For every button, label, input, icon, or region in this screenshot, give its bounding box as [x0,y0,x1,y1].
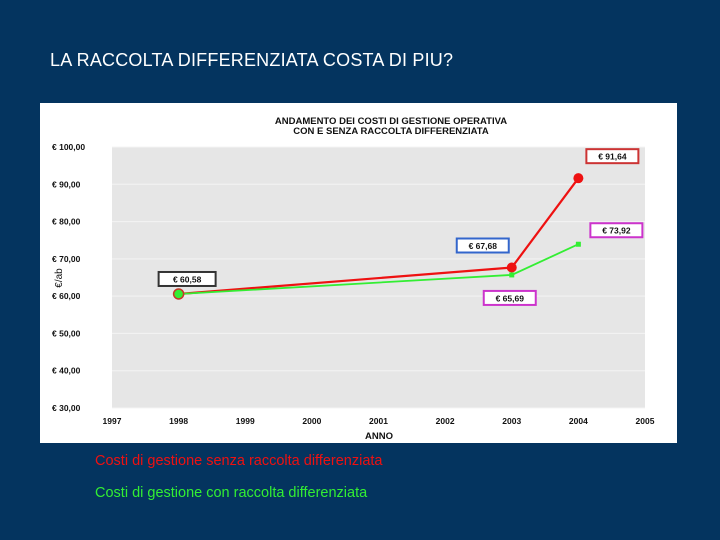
legend-con-raccolta: Costi di gestione con raccolta differenz… [95,485,368,501]
data-labels: € 60,58 € 67,68 € 91,64 € 65,69 € 73,92 [157,148,644,306]
grid-lines [112,146,645,409]
point-marker-con [575,241,581,247]
x-tick-label: 2003 [502,416,521,426]
y-tick-label: € 40,00 [52,366,81,376]
x-tick-label: 1998 [169,416,188,426]
x-tick-label: 1997 [103,416,122,426]
x-tick-label: 2000 [302,416,321,426]
data-label-box: € 73,92 [589,222,644,239]
x-tick-label: 1999 [236,416,255,426]
legend-senza-raccolta: Costi di gestione senza raccolta differe… [95,453,383,469]
point-marker-con [172,288,185,300]
data-label: € 73,92 [602,226,631,236]
x-tick-label: 2001 [369,416,388,426]
y-tick-labels: € 100,00 € 90,00 € 80,00 € 70,00 € 60,00 € 50… [52,142,85,413]
data-label-frame [157,270,217,287]
series-layer [172,173,584,300]
data-label-frame [455,237,510,254]
y-tick-label: € 70,00 [52,254,81,264]
x-tick-label: 2002 [436,416,455,426]
x-axis-label: ANNO [365,431,393,442]
x-tick-label: 2004 [569,416,588,426]
y-axis-label: €/ab [54,268,65,288]
point-marker-senza [506,262,517,273]
y-tick-label: € 80,00 [52,217,81,227]
y-tick-label: € 90,00 [52,179,81,189]
slide-title: LA RACCOLTA DIFFERENZIATA COSTA DI PIU? [50,50,454,70]
data-label: € 60,58 [173,274,202,284]
data-label-frame [585,148,640,165]
y-tick-label: € 30,00 [52,403,81,413]
data-label-box: € 65,69 [482,289,537,306]
data-label-frame [482,289,537,306]
y-tick-label: € 100,00 [52,142,85,152]
chart-title-line1: ANDAMENTO DEI COSTI DI GESTIONE OPERATIV… [275,116,507,127]
data-label: € 91,64 [598,152,627,162]
point-marker-senza [573,173,584,184]
point-marker-con [509,272,515,278]
y-tick-label: € 50,00 [52,328,81,338]
data-label-box: € 67,68 [455,237,510,254]
x-tick-labels: 1997 1998 1999 2000 2001 2002 2003 2004 2005 [103,416,655,426]
data-label: € 65,69 [496,293,525,303]
data-label: € 67,68 [469,241,498,251]
x-tick-label: 2005 [636,416,655,426]
chart-title-line2: CON E SENZA RACCOLTA DIFFERENZIATA [293,126,489,137]
y-tick-label: € 60,00 [52,291,81,301]
data-label-box: € 60,58 [157,270,217,287]
data-label-frame [589,222,644,239]
data-label-box: € 91,64 [585,148,640,165]
